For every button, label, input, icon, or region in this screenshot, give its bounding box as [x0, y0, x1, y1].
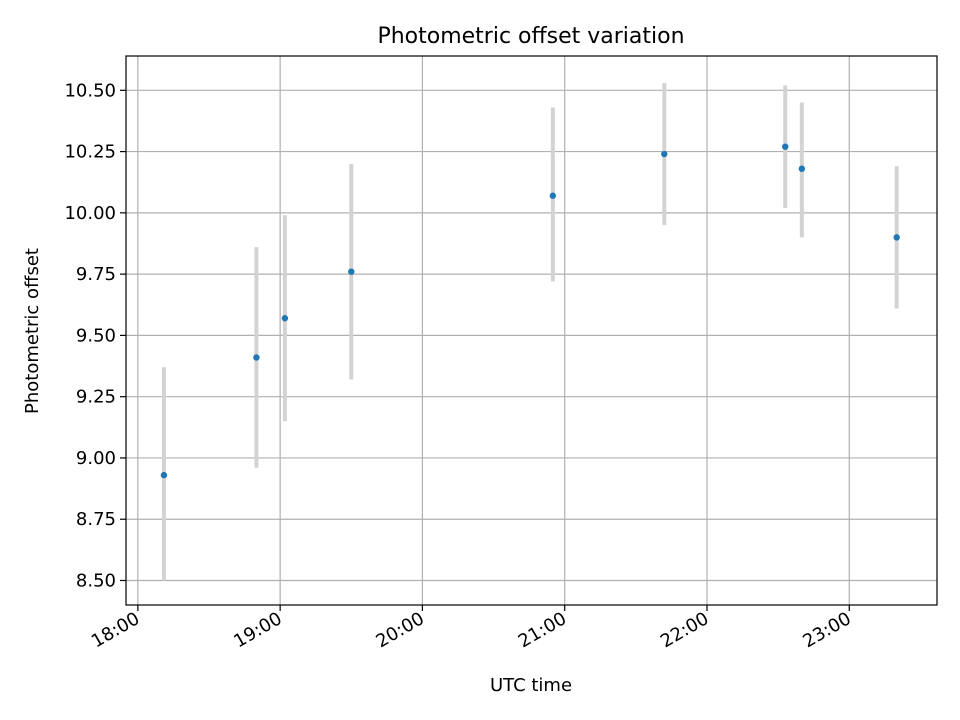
y-tick-label: 10.50 [64, 80, 116, 101]
data-points [160, 143, 900, 479]
data-point [661, 150, 668, 158]
chart-title: Photometric offset variation [377, 24, 684, 49]
y-axis-label: Photometric offset [22, 248, 43, 414]
y-tick-label: 9.75 [76, 264, 116, 285]
data-point [782, 143, 789, 150]
data-point [348, 268, 355, 275]
y-axis-ticks: 8.50 8.75 9.00 9.25 9.50 9.75 10.00 10.25 10.50 [64, 80, 126, 591]
data-point [281, 315, 289, 322]
y-tick-label: 9.00 [76, 448, 116, 469]
y-tick-label: 9.25 [76, 387, 116, 408]
data-point [160, 471, 168, 479]
data-point [253, 354, 260, 361]
plot-area-frame [125, 55, 938, 606]
x-axis-label: UTC time [490, 675, 572, 696]
y-tick-label: 9.50 [76, 325, 116, 346]
y-tick-label: 8.50 [76, 570, 116, 591]
data-point [798, 165, 806, 172]
data-point [549, 192, 557, 199]
y-tick-label: 8.75 [76, 509, 116, 530]
y-tick-label: 10.25 [64, 142, 116, 163]
y-tick-label: 10.00 [64, 203, 116, 224]
data-point [893, 234, 900, 241]
